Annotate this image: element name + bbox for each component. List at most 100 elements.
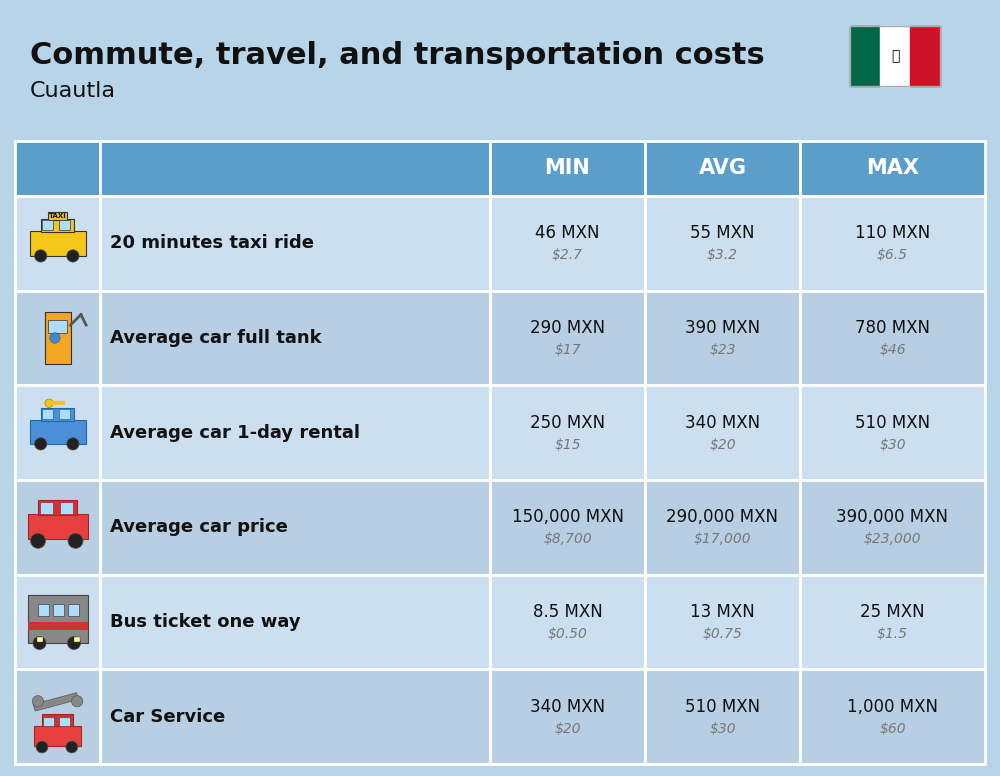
Text: Average car price: Average car price bbox=[110, 518, 288, 536]
Text: 780 MXN: 780 MXN bbox=[855, 319, 930, 337]
Bar bbox=[850, 26, 880, 86]
Text: 150,000 MXN: 150,000 MXN bbox=[512, 508, 624, 526]
Bar bbox=[100, 196, 490, 291]
Text: $3.2: $3.2 bbox=[707, 248, 738, 262]
Bar bbox=[34, 726, 81, 746]
Bar bbox=[38, 604, 48, 616]
Bar bbox=[59, 716, 70, 726]
Bar bbox=[100, 141, 490, 196]
Circle shape bbox=[66, 741, 78, 753]
Bar bbox=[15, 196, 100, 291]
Bar bbox=[30, 420, 86, 444]
Text: $60: $60 bbox=[879, 722, 906, 736]
Bar bbox=[48, 320, 67, 333]
Text: 46 MXN: 46 MXN bbox=[535, 224, 600, 242]
Text: Cuautla: Cuautla bbox=[30, 81, 116, 101]
Text: 25 MXN: 25 MXN bbox=[860, 603, 925, 621]
Bar bbox=[910, 26, 940, 86]
Circle shape bbox=[35, 250, 47, 262]
Bar bbox=[28, 595, 88, 643]
Bar bbox=[41, 219, 74, 232]
Bar bbox=[800, 141, 985, 196]
Text: $1.5: $1.5 bbox=[877, 627, 908, 641]
Text: 510 MXN: 510 MXN bbox=[685, 698, 760, 715]
Text: $17,000: $17,000 bbox=[694, 532, 751, 546]
Circle shape bbox=[32, 695, 44, 707]
Bar bbox=[42, 220, 53, 230]
Text: $20: $20 bbox=[709, 438, 736, 452]
Circle shape bbox=[67, 250, 79, 262]
Bar bbox=[100, 575, 490, 670]
Bar bbox=[490, 141, 645, 196]
Text: 290 MXN: 290 MXN bbox=[530, 319, 605, 337]
Bar bbox=[15, 141, 100, 196]
Bar bbox=[15, 480, 100, 575]
Text: $0.75: $0.75 bbox=[703, 627, 742, 641]
Bar bbox=[645, 670, 800, 764]
Bar bbox=[800, 196, 985, 291]
Circle shape bbox=[45, 399, 53, 407]
Bar bbox=[800, 291, 985, 386]
Bar bbox=[645, 141, 800, 196]
Bar bbox=[490, 196, 645, 291]
Bar bbox=[645, 575, 800, 670]
Text: Average car full tank: Average car full tank bbox=[110, 329, 322, 347]
Text: Bus ticket one way: Bus ticket one way bbox=[110, 613, 301, 631]
Text: $30: $30 bbox=[709, 722, 736, 736]
Bar bbox=[59, 220, 70, 230]
Text: 8.5 MXN: 8.5 MXN bbox=[533, 603, 602, 621]
Text: 55 MXN: 55 MXN bbox=[690, 224, 755, 242]
Text: MIN: MIN bbox=[545, 158, 590, 178]
Text: 250 MXN: 250 MXN bbox=[530, 414, 605, 431]
Bar bbox=[645, 480, 800, 575]
Text: $2.7: $2.7 bbox=[552, 248, 583, 262]
Bar bbox=[100, 670, 490, 764]
Bar bbox=[28, 622, 88, 629]
Text: 510 MXN: 510 MXN bbox=[855, 414, 930, 431]
Bar bbox=[30, 230, 86, 256]
Bar bbox=[490, 670, 645, 764]
Bar bbox=[48, 212, 67, 220]
Bar bbox=[15, 670, 100, 764]
Text: 290,000 MXN: 290,000 MXN bbox=[666, 508, 778, 526]
Bar bbox=[60, 502, 73, 514]
Text: 13 MXN: 13 MXN bbox=[690, 603, 755, 621]
Bar bbox=[36, 637, 42, 642]
Bar bbox=[490, 386, 645, 480]
Text: 390 MXN: 390 MXN bbox=[685, 319, 760, 337]
Text: 340 MXN: 340 MXN bbox=[685, 414, 760, 431]
Bar bbox=[53, 604, 64, 616]
Text: $17: $17 bbox=[554, 343, 581, 357]
Text: Car Service: Car Service bbox=[110, 708, 225, 726]
Bar bbox=[100, 480, 490, 575]
Bar bbox=[59, 410, 70, 419]
Text: $15: $15 bbox=[554, 438, 581, 452]
Text: $6.5: $6.5 bbox=[877, 248, 908, 262]
Bar bbox=[490, 480, 645, 575]
Bar bbox=[15, 386, 100, 480]
Bar bbox=[490, 575, 645, 670]
Text: 110 MXN: 110 MXN bbox=[855, 224, 930, 242]
Bar bbox=[100, 386, 490, 480]
Text: $23,000: $23,000 bbox=[864, 532, 921, 546]
Bar bbox=[74, 637, 80, 642]
Text: MAX: MAX bbox=[866, 158, 919, 178]
Text: 1,000 MXN: 1,000 MXN bbox=[847, 698, 938, 715]
Bar bbox=[42, 410, 53, 419]
Bar bbox=[68, 604, 78, 616]
Bar bbox=[15, 291, 100, 386]
Circle shape bbox=[30, 533, 46, 549]
Bar bbox=[880, 26, 910, 86]
Text: $0.50: $0.50 bbox=[548, 627, 587, 641]
Bar bbox=[44, 312, 70, 364]
Text: $30: $30 bbox=[879, 438, 906, 452]
Bar bbox=[28, 514, 88, 539]
Circle shape bbox=[35, 438, 47, 450]
Text: $8,700: $8,700 bbox=[543, 532, 592, 546]
Bar bbox=[800, 480, 985, 575]
Circle shape bbox=[50, 333, 60, 343]
Bar bbox=[800, 386, 985, 480]
Text: 🦅: 🦅 bbox=[891, 49, 899, 63]
Bar bbox=[645, 386, 800, 480]
Bar bbox=[40, 502, 53, 514]
